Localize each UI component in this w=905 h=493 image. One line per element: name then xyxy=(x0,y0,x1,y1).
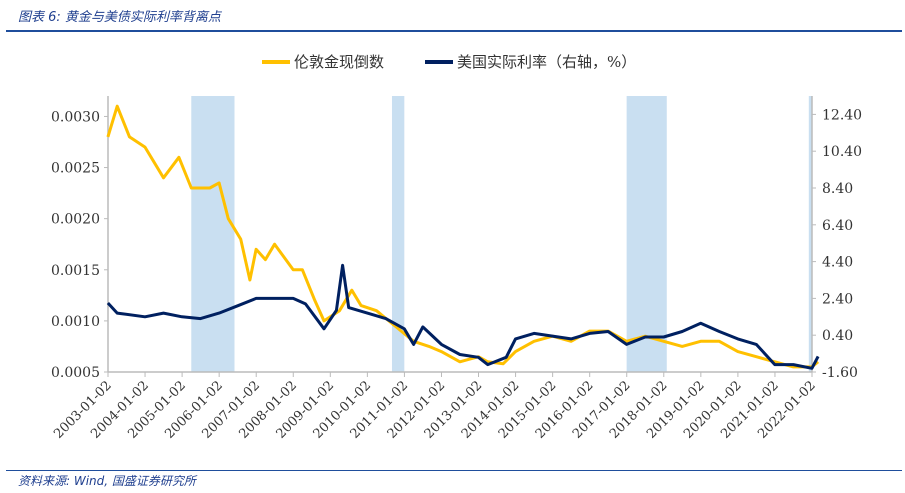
left-tick-label: 0.0025 xyxy=(51,161,100,177)
left-tick-label: 0.0010 xyxy=(51,314,100,330)
legend-label: 美国实际利率（右轴，%） xyxy=(457,53,636,71)
right-tick-label: -1.60 xyxy=(822,365,858,381)
right-tick-label: 2.40 xyxy=(822,291,853,307)
shaded-period xyxy=(626,96,667,372)
left-tick-label: 0.0015 xyxy=(51,263,100,279)
series-line-us-real-rate xyxy=(106,263,820,370)
left-tick-label: 0.0020 xyxy=(51,212,100,228)
right-tick-label: 6.40 xyxy=(822,218,853,234)
left-tick-label: 0.0030 xyxy=(51,109,100,125)
figure-caption: 图表 6: 黄金与美债实际利率背离点 xyxy=(18,10,221,25)
right-tick-label: 4.40 xyxy=(822,255,853,271)
left-tick-label: 0.0005 xyxy=(51,365,100,381)
chart: 0.0005 0.0010 0.0015 0.0020 0.0025 0.0030 -1.6… xyxy=(51,53,862,442)
shaded-period xyxy=(391,96,405,372)
shaded-period xyxy=(191,96,235,372)
right-tick-label: 0.40 xyxy=(822,328,853,344)
bottom-rule xyxy=(6,470,902,471)
right-tick-label: 10.40 xyxy=(822,144,862,160)
source-note: 资料来源: Wind, 国盛证券研究所 xyxy=(18,474,196,488)
shaded-period xyxy=(808,96,812,372)
top-rule xyxy=(6,30,902,32)
legend-label: 伦敦金现倒数 xyxy=(294,53,384,71)
right-tick-label: 12.40 xyxy=(822,107,862,123)
right-tick-label: 8.40 xyxy=(822,181,853,197)
